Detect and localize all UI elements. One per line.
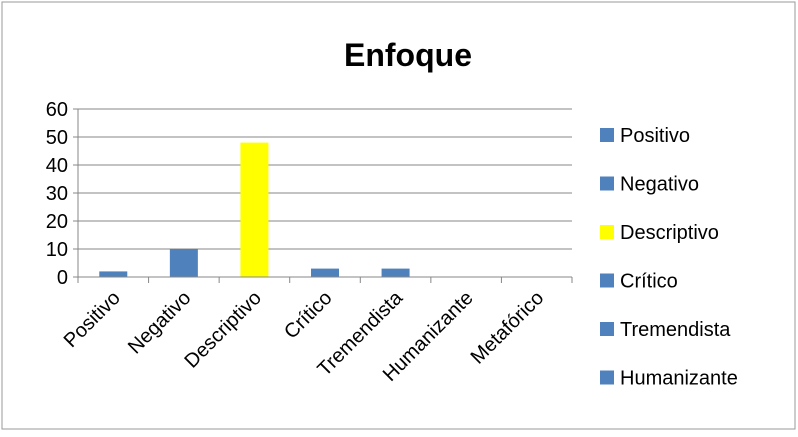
legend-swatch xyxy=(600,128,614,142)
legend-swatch xyxy=(600,370,614,385)
legend-label: Descriptivo xyxy=(620,222,719,244)
bar-positivo xyxy=(99,271,128,277)
y-tick-label: 10 xyxy=(46,239,68,261)
y-tick-label: 50 xyxy=(46,127,68,149)
legend-label: Crítico xyxy=(620,271,678,293)
y-axis-tick-labels: 0 10 20 30 40 50 60 xyxy=(46,99,68,289)
axes xyxy=(77,109,573,283)
y-tick-label: 40 xyxy=(46,155,68,177)
chart-frame xyxy=(1,1,796,430)
legend-swatch xyxy=(600,322,614,336)
legend-label: Negativo xyxy=(620,174,699,196)
legend: Positivo Negativo Descriptivo Crítico Tremen… xyxy=(600,125,738,390)
legend-label: Positivo xyxy=(620,125,690,147)
bars xyxy=(99,142,410,277)
legend-label: Humanizante xyxy=(620,368,738,390)
chart-title: Enfoque xyxy=(344,37,472,73)
bar-tremendista xyxy=(381,268,410,277)
y-tick-label: 0 xyxy=(57,267,68,289)
y-tick-label: 60 xyxy=(46,99,68,121)
legend-swatch xyxy=(600,176,614,191)
legend-swatch xyxy=(600,273,614,288)
y-tick-label: 30 xyxy=(46,183,68,205)
bar-negativo xyxy=(169,249,198,277)
legend-label: Tremendista xyxy=(620,319,731,341)
y-tick-label: 20 xyxy=(46,211,68,233)
grid-lines xyxy=(73,108,572,278)
bar-descriptivo xyxy=(240,142,269,277)
bar-crítico xyxy=(311,268,339,277)
legend-swatch xyxy=(600,225,614,239)
